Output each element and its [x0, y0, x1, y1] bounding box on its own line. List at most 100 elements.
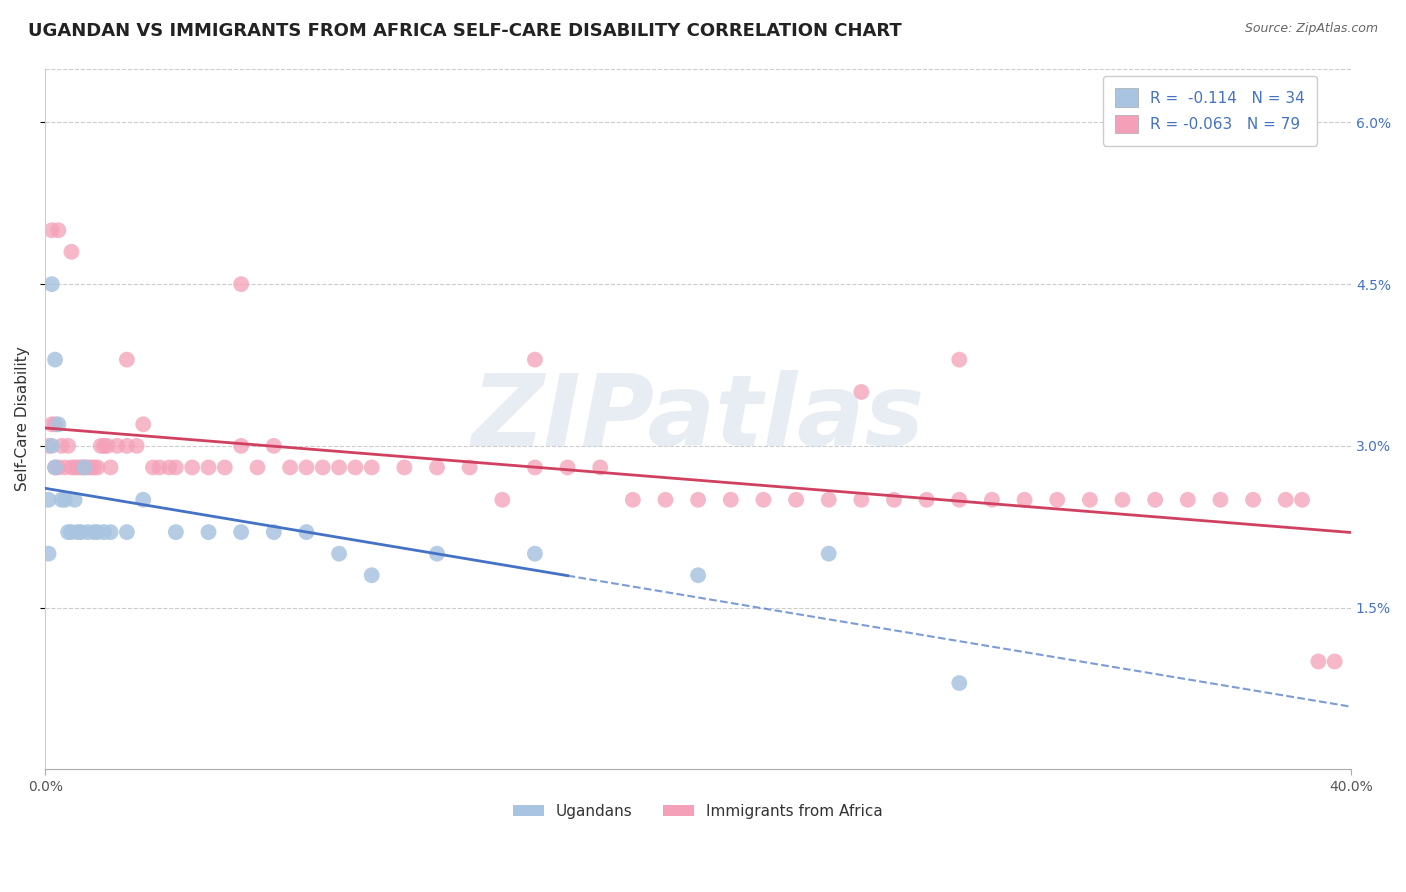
Point — [458, 460, 481, 475]
Point — [93, 439, 115, 453]
Point — [589, 460, 612, 475]
Point — [688, 568, 710, 582]
Point — [1177, 492, 1199, 507]
Point — [394, 460, 416, 475]
Point — [70, 525, 93, 540]
Point — [41, 417, 63, 432]
Point — [295, 460, 318, 475]
Point — [100, 460, 122, 475]
Point — [44, 460, 66, 475]
Point — [86, 460, 108, 475]
Text: UGANDAN VS IMMIGRANTS FROM AFRICA SELF-CARE DISABILITY CORRELATION CHART: UGANDAN VS IMMIGRANTS FROM AFRICA SELF-C… — [28, 22, 901, 40]
Point — [523, 352, 546, 367]
Point — [948, 676, 970, 690]
Point — [125, 439, 148, 453]
Point — [86, 525, 108, 540]
Point — [142, 460, 165, 475]
Point — [328, 460, 350, 475]
Point — [63, 492, 86, 507]
Point — [73, 460, 96, 475]
Point — [1078, 492, 1101, 507]
Point — [60, 525, 83, 540]
Point — [66, 525, 89, 540]
Point — [344, 460, 367, 475]
Point — [1046, 492, 1069, 507]
Point — [115, 439, 138, 453]
Point — [981, 492, 1004, 507]
Point — [246, 460, 269, 475]
Point — [720, 492, 742, 507]
Point — [46, 223, 69, 237]
Point — [56, 439, 79, 453]
Point — [53, 492, 76, 507]
Point — [41, 223, 63, 237]
Point — [621, 492, 644, 507]
Point — [360, 568, 382, 582]
Point — [1209, 492, 1232, 507]
Point — [1144, 492, 1167, 507]
Point — [1014, 492, 1036, 507]
Point — [688, 492, 710, 507]
Point — [83, 460, 105, 475]
Point — [66, 460, 89, 475]
Point — [231, 525, 253, 540]
Point — [523, 547, 546, 561]
Point — [132, 492, 155, 507]
Point — [83, 525, 105, 540]
Point — [851, 492, 873, 507]
Point — [654, 492, 676, 507]
Point — [44, 460, 66, 475]
Point — [38, 439, 60, 453]
Point — [948, 352, 970, 367]
Point — [1308, 655, 1330, 669]
Point — [231, 277, 253, 292]
Point — [491, 492, 513, 507]
Point — [1291, 492, 1313, 507]
Point — [105, 439, 128, 453]
Point — [360, 460, 382, 475]
Point — [1241, 492, 1264, 507]
Point — [93, 525, 115, 540]
Point — [51, 492, 73, 507]
Point — [263, 525, 285, 540]
Point — [73, 460, 96, 475]
Text: ZIPatlas: ZIPatlas — [471, 370, 925, 467]
Point — [76, 460, 98, 475]
Point — [426, 460, 449, 475]
Point — [197, 460, 219, 475]
Point — [115, 352, 138, 367]
Point — [817, 547, 839, 561]
Point — [63, 460, 86, 475]
Point — [44, 417, 66, 432]
Point — [38, 492, 60, 507]
Point — [785, 492, 807, 507]
Point — [181, 460, 204, 475]
Point — [70, 460, 93, 475]
Point — [60, 460, 83, 475]
Legend: Ugandans, Immigrants from Africa: Ugandans, Immigrants from Africa — [508, 797, 889, 825]
Point — [295, 525, 318, 540]
Point — [883, 492, 905, 507]
Point — [523, 460, 546, 475]
Point — [557, 460, 579, 475]
Point — [231, 439, 253, 453]
Point — [817, 492, 839, 507]
Point — [1274, 492, 1296, 507]
Point — [41, 277, 63, 292]
Point — [38, 547, 60, 561]
Point — [80, 460, 103, 475]
Point — [60, 244, 83, 259]
Point — [426, 547, 449, 561]
Point — [115, 525, 138, 540]
Point — [90, 439, 112, 453]
Point — [915, 492, 938, 507]
Point — [148, 460, 170, 475]
Point — [1323, 655, 1346, 669]
Point — [56, 525, 79, 540]
Point — [76, 525, 98, 540]
Point — [44, 352, 66, 367]
Point — [214, 460, 236, 475]
Point — [948, 492, 970, 507]
Point — [100, 525, 122, 540]
Point — [51, 439, 73, 453]
